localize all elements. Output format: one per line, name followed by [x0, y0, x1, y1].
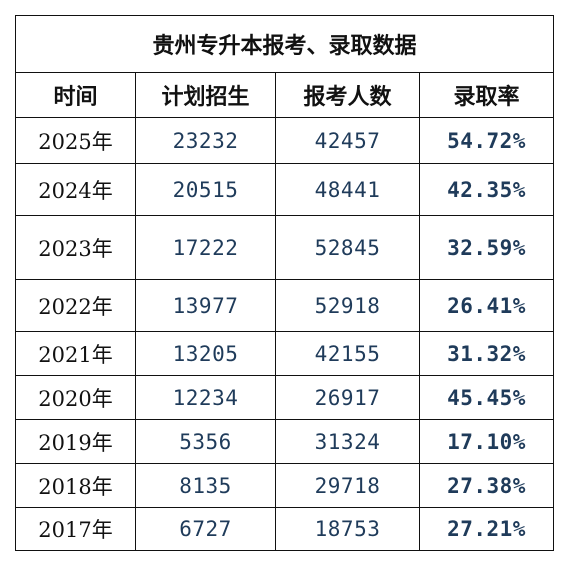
header-row: 时间 计划招生 报考人数 录取率	[15, 72, 555, 118]
table-row: 2021年 13205 42155 31.32%	[15, 331, 555, 376]
table-row: 2023年 17222 52845 32.59%	[15, 215, 555, 280]
cell-year: 2024年	[15, 163, 136, 216]
cell-applicants: 52845	[275, 215, 420, 280]
cell-planned: 20515	[135, 163, 276, 216]
cell-planned: 17222	[135, 215, 276, 280]
cell-planned: 12234	[135, 375, 276, 420]
cell-year: 2018年	[15, 463, 136, 508]
table-title: 贵州专升本报考、录取数据	[14, 15, 555, 73]
table-row: 2022年 13977 52918 26.41%	[15, 279, 555, 332]
table-row: 2020年 12234 26917 45.45%	[15, 375, 555, 420]
cell-planned: 23232	[135, 117, 276, 164]
cell-year: 2021年	[15, 331, 136, 376]
cell-year: 2025年	[15, 117, 136, 164]
cell-rate: 26.41%	[418, 279, 555, 332]
table-row: 2017年 6727 18753 27.21%	[15, 507, 555, 551]
table-row: 2018年 8135 29718 27.38%	[15, 463, 555, 508]
title-row: 贵州专升本报考、录取数据	[14, 15, 555, 73]
cell-applicants: 42155	[275, 331, 420, 376]
cell-year: 2023年	[15, 215, 136, 280]
cell-applicants: 18753	[275, 507, 420, 551]
cell-rate: 31.32%	[418, 331, 555, 376]
cell-rate: 27.21%	[418, 507, 555, 551]
cell-planned: 5356	[135, 419, 276, 464]
cell-applicants: 29718	[275, 463, 420, 508]
cell-rate: 17.10%	[418, 419, 555, 464]
cell-planned: 13205	[135, 331, 276, 376]
cell-rate: 42.35%	[418, 163, 555, 216]
cell-rate: 27.38%	[418, 463, 555, 508]
cell-year: 2022年	[15, 279, 136, 332]
cell-planned: 8135	[135, 463, 276, 508]
cell-rate: 32.59%	[418, 215, 555, 280]
cell-rate: 45.45%	[418, 375, 555, 420]
cell-year: 2019年	[15, 419, 136, 464]
header-admission-rate: 录取率	[418, 72, 555, 118]
table-body: 2025年 23232 42457 54.72% 2024年 20515 484…	[15, 117, 555, 551]
cell-applicants: 48441	[275, 163, 420, 216]
cell-applicants: 42457	[275, 117, 420, 164]
admission-data-table: 贵州专升本报考、录取数据 时间 计划招生 报考人数 录取率 2025年 2323…	[14, 15, 555, 551]
header-applicants: 报考人数	[275, 72, 420, 118]
data-table-wrapper: 贵州专升本报考、录取数据 时间 计划招生 报考人数 录取率 2025年 2323…	[14, 15, 555, 551]
header-planned-enrollment: 计划招生	[135, 72, 276, 118]
cell-year: 2020年	[15, 375, 136, 420]
cell-year: 2017年	[15, 507, 136, 551]
table-row: 2019年 5356 31324 17.10%	[15, 419, 555, 464]
table-row: 2025年 23232 42457 54.72%	[15, 117, 555, 164]
table-row: 2024年 20515 48441 42.35%	[15, 163, 555, 216]
cell-rate: 54.72%	[418, 117, 555, 164]
cell-applicants: 26917	[275, 375, 420, 420]
cell-applicants: 52918	[275, 279, 420, 332]
cell-planned: 6727	[135, 507, 276, 551]
cell-planned: 13977	[135, 279, 276, 332]
cell-applicants: 31324	[275, 419, 420, 464]
header-year: 时间	[15, 72, 136, 118]
